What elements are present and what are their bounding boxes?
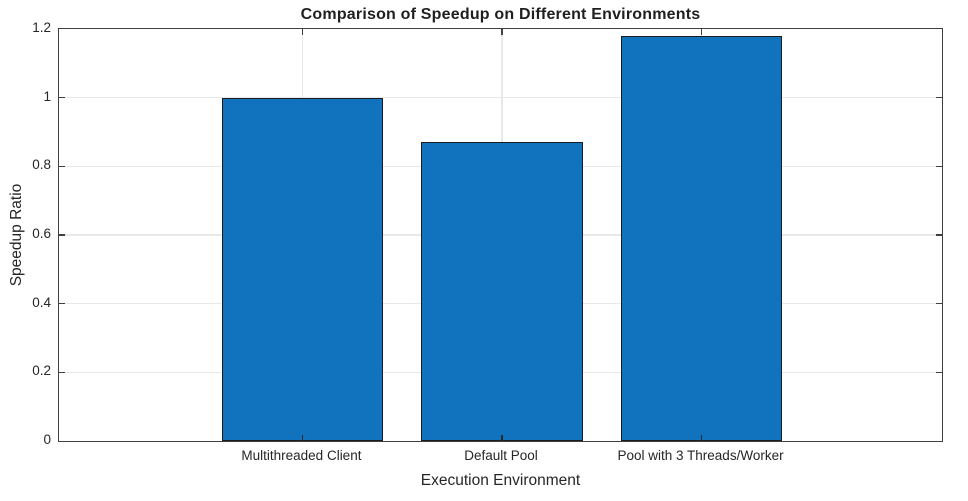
y-tick-label: 0 xyxy=(43,432,51,447)
y-tick-label: 1.2 xyxy=(32,20,51,35)
y-tick-mark-right xyxy=(936,302,942,305)
x-tick-mark-bottom xyxy=(501,435,503,441)
x-tick-mark-bottom xyxy=(301,435,304,441)
y-tick-mark-right xyxy=(936,165,942,168)
x-tick-label: Multithreaded Client xyxy=(241,448,362,463)
y-tick-mark-left xyxy=(59,165,65,168)
y-tick-mark-right xyxy=(936,371,942,374)
x-tick-label: Default Pool xyxy=(464,448,538,463)
y-tick-mark-left xyxy=(59,302,65,305)
x-axis-label: Execution Environment xyxy=(420,472,581,489)
y-tick-label: 0.8 xyxy=(32,157,51,173)
bar-2 xyxy=(421,142,583,441)
y-tick-mark-left xyxy=(59,371,65,374)
bar-3 xyxy=(620,35,783,441)
y-tick-label: 1 xyxy=(43,88,51,104)
y-tick-mark-left xyxy=(59,96,65,99)
y-tick-mark-right xyxy=(936,96,942,99)
x-tick-mark-top xyxy=(501,29,503,35)
y-tick-mark-left xyxy=(59,234,65,236)
y-gridline xyxy=(59,96,942,99)
y-tick-label: 0.6 xyxy=(32,226,51,241)
y-tick-label: 0.2 xyxy=(32,363,51,379)
chart-title: Comparison of Speedup on Different Envir… xyxy=(300,6,701,23)
plot-area xyxy=(58,28,943,442)
y-tick-mark-right xyxy=(936,234,942,236)
bar-1 xyxy=(221,97,384,441)
x-tick-mark-top xyxy=(301,29,304,35)
x-tick-mark-bottom xyxy=(700,435,703,441)
x-tick-mark-top xyxy=(700,29,703,35)
x-tick-label: Pool with 3 Threads/Worker xyxy=(617,448,784,463)
y-tick-label: 0.4 xyxy=(32,294,51,310)
